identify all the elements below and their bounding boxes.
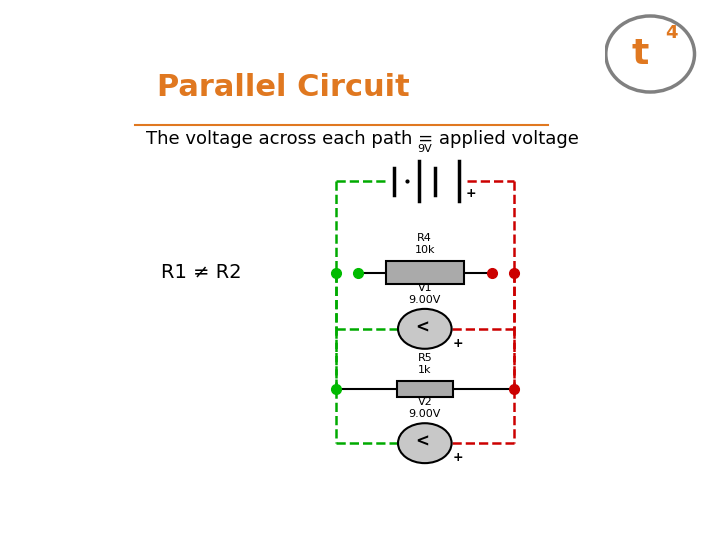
Text: +: + (465, 187, 476, 200)
Text: R5
1k: R5 1k (418, 353, 432, 375)
Text: The voltage across each path = applied voltage: The voltage across each path = applied v… (145, 130, 579, 148)
Text: t: t (631, 37, 649, 71)
Text: Parallel Circuit: Parallel Circuit (157, 73, 410, 102)
Circle shape (398, 309, 451, 349)
Text: R1 ≠ R2: R1 ≠ R2 (161, 263, 242, 282)
Circle shape (398, 423, 451, 463)
Circle shape (606, 16, 695, 92)
Text: 9V: 9V (418, 144, 432, 154)
Text: V2
9.00V: V2 9.00V (409, 397, 441, 419)
Text: +: + (453, 337, 464, 350)
Text: +: + (453, 451, 464, 464)
FancyBboxPatch shape (386, 261, 464, 284)
Text: 4: 4 (665, 24, 678, 42)
Text: <: < (415, 433, 429, 450)
Text: V1
9.00V: V1 9.00V (409, 283, 441, 305)
Text: R4
10k: R4 10k (415, 233, 435, 255)
FancyBboxPatch shape (397, 381, 453, 397)
Text: <: < (415, 318, 429, 336)
